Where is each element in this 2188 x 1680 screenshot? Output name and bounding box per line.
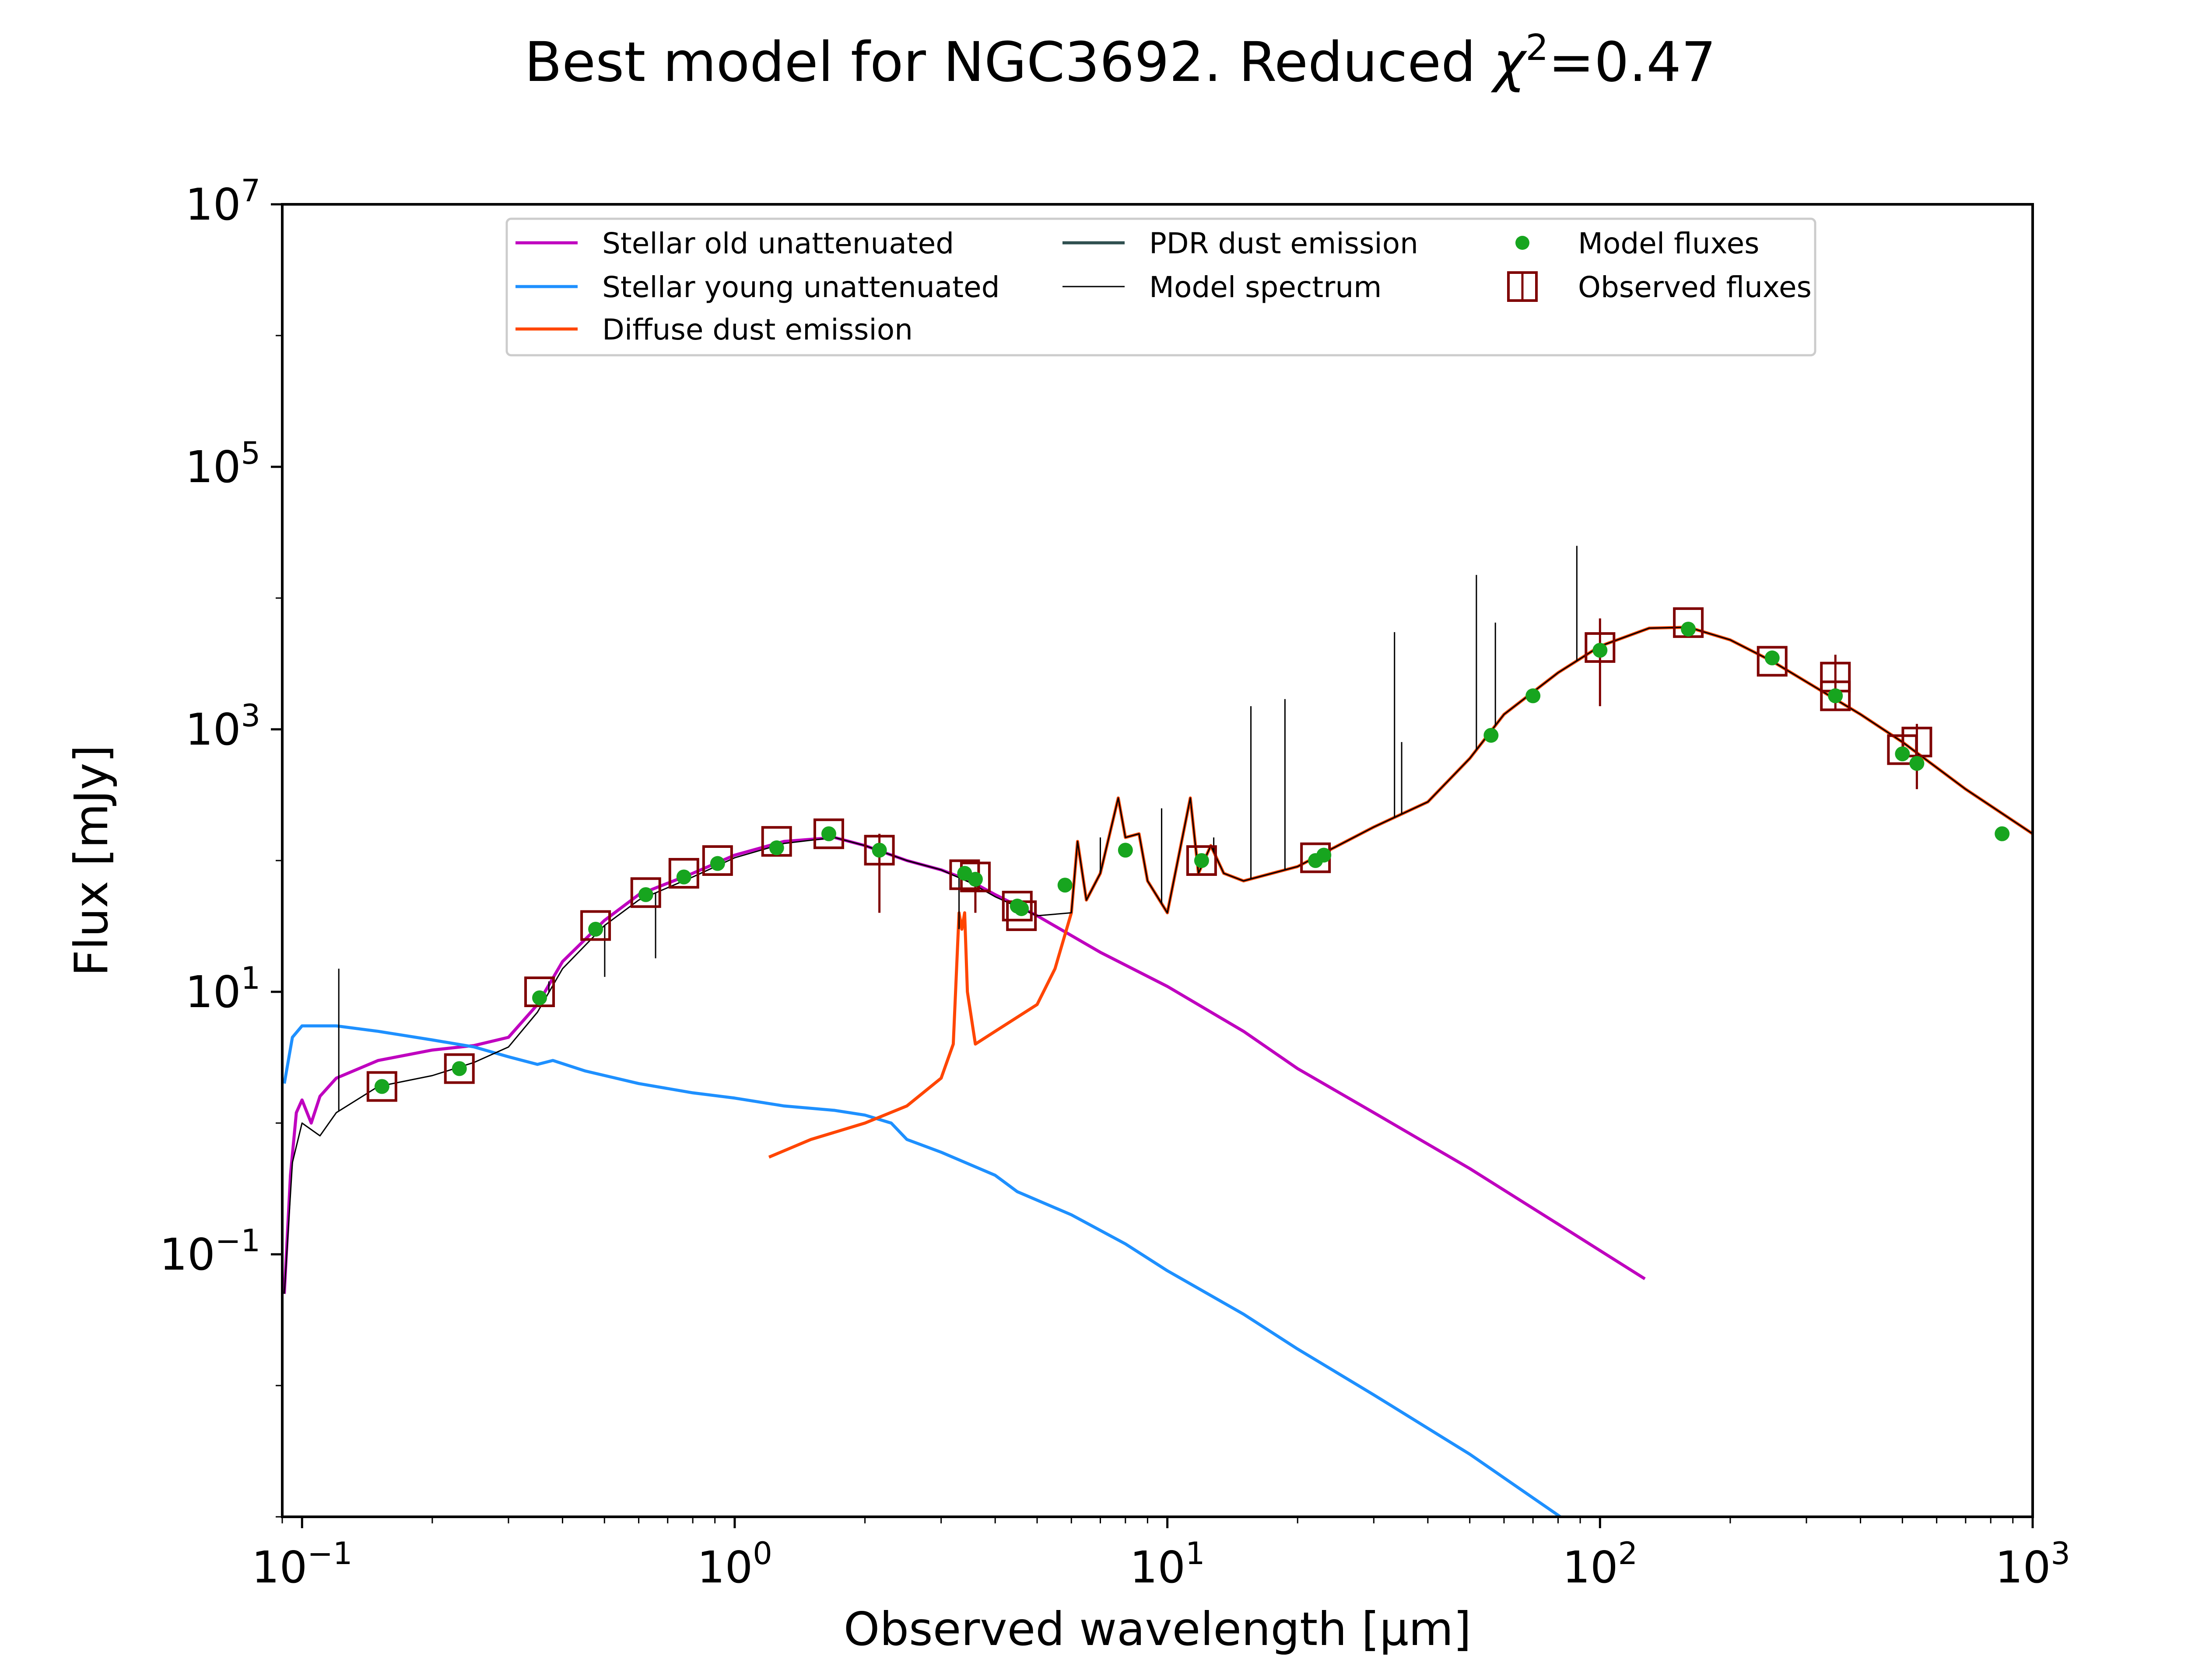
model-flux-25 <box>1895 746 1910 762</box>
model-flux-0 <box>374 1079 389 1094</box>
observed-flux-2 <box>524 976 555 1007</box>
series-stellar-young-unattenuated <box>283 1024 1561 1517</box>
model-flux-2 <box>532 990 547 1005</box>
y-tick-label-1: 101 <box>185 960 260 1018</box>
observed-flux-7 <box>761 826 792 857</box>
observed-flux-16 <box>1585 632 1616 663</box>
y-tick-label-0: 10−1 <box>160 1223 260 1280</box>
model-flux-7 <box>769 840 784 855</box>
x-tick-label-1: 100 <box>697 1536 772 1593</box>
legend: Stellar old unattenuated Stellar young un… <box>505 217 1816 357</box>
model-flux-9 <box>872 843 887 858</box>
legend-frame <box>505 217 1816 357</box>
chart-title-tail: =0.47 <box>1548 31 1716 94</box>
x-tick-label-0: 10−1 <box>252 1536 352 1593</box>
x-tick-label-3: 102 <box>1562 1536 1637 1593</box>
axis-layer: 10−1 100 101 102 103 10−1 101 103 105 107 <box>160 173 2070 1593</box>
legend-pdr-dust-emission-label: PDR dust emission <box>1149 227 1418 260</box>
observed-flux-9 <box>864 835 895 866</box>
model-flux-8 <box>821 826 836 841</box>
model-flux-4 <box>638 887 653 902</box>
y-tick-label-4: 107 <box>185 173 260 230</box>
legend-model-spectrum-label: Model spectrum <box>1149 270 1382 304</box>
model-flux-6 <box>710 856 725 871</box>
model-flux-18 <box>1316 847 1332 863</box>
observed-flux-17 <box>1673 607 1704 638</box>
model-flux-26 <box>1909 756 1925 771</box>
observed-flux-0 <box>366 1071 397 1102</box>
legend-observed-fluxes-label: Observed fluxes <box>1578 270 1812 304</box>
legend-stellar-young-unattenuated-label: Stellar young unattenuated <box>602 270 1000 304</box>
legend-diffuse-dust-emission-label: Diffuse dust emission <box>602 313 913 346</box>
observed-flux-20 <box>1820 680 1851 711</box>
series-stellar-old-unattenuated <box>283 836 1646 1294</box>
chart-title-exponent: 2 <box>1525 27 1548 69</box>
y-tick-label-3: 105 <box>185 435 260 493</box>
x-axis-label: Observed wavelength [μm] <box>844 1603 1472 1656</box>
model-flux-16 <box>1194 853 1209 868</box>
model-flux-19 <box>1483 728 1499 743</box>
model-flux-5 <box>676 869 691 885</box>
observed-flux-8 <box>813 818 844 849</box>
observed-flux-1 <box>444 1053 475 1084</box>
model-flux-27 <box>1995 826 2010 841</box>
legend-stellar-old-unattenuated-label: Stellar old unattenuated <box>602 227 954 260</box>
model-flux-1 <box>452 1061 467 1076</box>
model-flux-22 <box>1681 621 1696 637</box>
marker-layer <box>366 607 2010 1102</box>
model-flux-21 <box>1592 643 1608 658</box>
model-flux-24 <box>1828 688 1843 704</box>
observed-flux-3 <box>580 910 611 941</box>
model-flux-13 <box>1014 901 1029 916</box>
observed-flux-18 <box>1757 646 1788 677</box>
series-model-spectrum <box>284 626 2033 1294</box>
observed-flux-12 <box>1002 891 1033 922</box>
observed-flux-4 <box>630 877 661 908</box>
model-flux-14 <box>1057 878 1073 893</box>
model-flux-3 <box>588 921 603 937</box>
y-tick-label-2: 103 <box>185 698 260 755</box>
legend-model-fluxes-label: Model fluxes <box>1578 227 1760 260</box>
observed-flux-14 <box>1186 845 1217 876</box>
model-flux-23 <box>1764 650 1780 665</box>
x-tick-label-2: 101 <box>1130 1536 1205 1593</box>
x-tick-label-4: 103 <box>1995 1536 2070 1593</box>
model-flux-20 <box>1525 688 1541 704</box>
y-axis-label: Flux [mJy] <box>65 745 118 976</box>
observed-flux-5 <box>668 858 699 889</box>
chart-title-main: Best model for NGC3692. Reduced <box>525 31 1494 94</box>
legend-model-fluxes-swatch <box>1515 236 1529 250</box>
model-flux-15 <box>1118 843 1133 858</box>
observed-flux-6 <box>702 845 733 876</box>
chart-title-chi: χ <box>1490 31 1527 94</box>
chart-title: Best model for NGC3692. Reduced χ2=0.47 <box>525 27 1716 94</box>
model-flux-11 <box>968 872 983 887</box>
